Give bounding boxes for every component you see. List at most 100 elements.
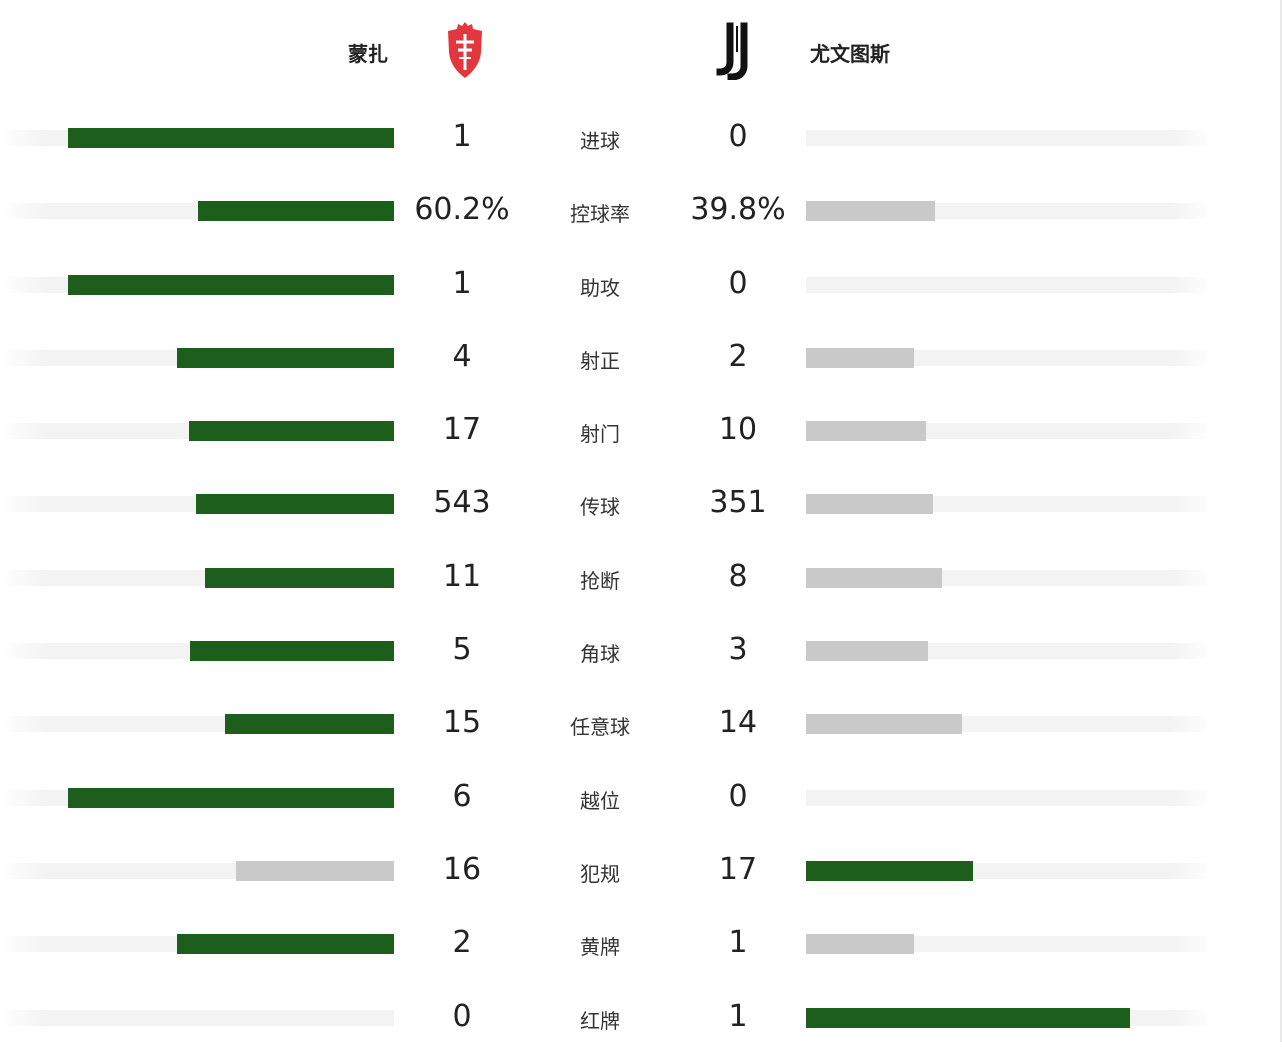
home-stat-value: 15 xyxy=(442,705,482,741)
stat-label: 抢断 xyxy=(580,568,620,593)
stat-label: 角球 xyxy=(580,642,620,667)
home-stat-bar xyxy=(225,714,394,735)
monza-crest-icon xyxy=(448,22,482,78)
home-stat-bar xyxy=(198,201,394,222)
home-stat-value: 4 xyxy=(452,338,472,374)
stat-row: 16 犯规 17 xyxy=(0,834,1282,907)
stat-row: 2 黄牌 1 xyxy=(0,907,1282,980)
stat-row: 0 红牌 1 xyxy=(0,981,1282,1054)
away-stat-value: 10 xyxy=(718,412,758,448)
away-team-name: 尤文图斯 xyxy=(810,42,890,66)
home-stat-bar xyxy=(177,347,394,368)
home-stat-bar xyxy=(236,860,394,881)
home-bar-track xyxy=(0,274,394,295)
away-stat-value: 3 xyxy=(728,632,748,668)
stats-list: 1 进球 0 60.2% 控球率 39.8% 1 助攻 0 4 射正 2 17 射门 10 543 传球 351 1… xyxy=(0,101,1282,1054)
away-bar-track xyxy=(806,347,1212,368)
stat-row: 11 抢断 8 xyxy=(0,541,1282,614)
stat-label: 传球 xyxy=(580,495,620,520)
away-stat-value: 8 xyxy=(728,558,748,594)
stat-label: 越位 xyxy=(580,788,620,813)
away-stat-value: 17 xyxy=(718,851,758,887)
stat-label: 红牌 xyxy=(580,1008,620,1033)
away-bar-track xyxy=(806,1007,1212,1028)
home-bar-track xyxy=(0,421,394,442)
home-stat-bar xyxy=(196,494,394,515)
home-stat-value: 0 xyxy=(452,998,472,1034)
home-stat-bar xyxy=(205,567,394,588)
home-stat-bar xyxy=(68,128,394,148)
away-stat-bar xyxy=(806,201,935,222)
away-bar-track xyxy=(806,789,1212,806)
away-stat-value: 0 xyxy=(728,778,748,814)
away-bar-track xyxy=(806,276,1212,293)
stat-row: 543 传球 351 xyxy=(0,467,1282,540)
away-bar-track xyxy=(806,641,1212,662)
stat-row: 6 越位 0 xyxy=(0,761,1282,834)
home-stat-value: 5 xyxy=(452,632,472,668)
home-bar-track xyxy=(0,494,394,515)
home-stat-value: 2 xyxy=(452,925,472,961)
home-stat-bar xyxy=(189,421,394,442)
home-bar-track xyxy=(0,1009,394,1026)
home-stat-bar xyxy=(68,274,394,295)
stat-label: 进球 xyxy=(580,129,620,153)
away-stat-bar xyxy=(806,567,942,588)
away-stat-bar xyxy=(806,860,973,881)
stat-label: 犯规 xyxy=(580,861,620,886)
away-stat-bar xyxy=(806,934,914,955)
right-border xyxy=(1280,0,1282,1042)
home-stat-value: 16 xyxy=(442,851,482,887)
away-stat-value: 351 xyxy=(709,485,767,521)
home-bar-track xyxy=(0,787,394,808)
stat-row: 5 角球 3 xyxy=(0,614,1282,687)
away-bar-track xyxy=(806,201,1212,222)
home-stat-value: 6 xyxy=(452,778,472,814)
home-stat-value: 1 xyxy=(452,119,472,154)
stat-label: 任意球 xyxy=(570,715,630,740)
home-bar-track xyxy=(0,934,394,955)
away-stat-bar xyxy=(806,1007,1130,1028)
away-bar-track xyxy=(806,421,1212,442)
stat-row: 1 进球 0 xyxy=(0,101,1282,174)
home-bar-track xyxy=(0,641,394,662)
home-stat-value: 543 xyxy=(433,485,491,521)
home-stat-value: 17 xyxy=(442,412,482,448)
away-bar-track xyxy=(806,494,1212,515)
home-stat-bar xyxy=(190,641,394,662)
away-stat-bar xyxy=(806,347,914,368)
away-stat-value: 14 xyxy=(718,705,758,741)
away-stat-bar xyxy=(806,421,926,442)
home-stat-value: 60.2% xyxy=(414,192,510,228)
away-stat-bar xyxy=(806,494,933,515)
stat-row: 4 射正 2 xyxy=(0,321,1282,394)
stat-row: 17 射门 10 xyxy=(0,394,1282,467)
home-bar-track xyxy=(0,860,394,881)
home-stat-value: 11 xyxy=(442,558,482,594)
away-bar-track xyxy=(806,130,1212,146)
stat-row: 60.2% 控球率 39.8% xyxy=(0,174,1282,247)
away-stat-value: 1 xyxy=(728,925,748,961)
home-bar-track xyxy=(0,201,394,222)
home-stat-bar xyxy=(68,787,394,808)
stat-row: 1 助攻 0 xyxy=(0,248,1282,321)
away-stat-value: 0 xyxy=(728,119,748,154)
stat-label: 助攻 xyxy=(580,275,620,300)
away-stat-value: 1 xyxy=(728,998,748,1034)
home-team-name: 蒙扎 xyxy=(348,42,388,66)
home-stat-bar xyxy=(177,934,394,955)
home-bar-track xyxy=(0,347,394,368)
away-bar-track xyxy=(806,934,1212,955)
stat-label: 黄牌 xyxy=(580,935,620,960)
stat-label: 射正 xyxy=(580,348,620,373)
away-stat-bar xyxy=(806,714,962,735)
away-stat-value: 39.8% xyxy=(690,192,786,228)
away-stat-value: 2 xyxy=(728,338,748,374)
home-bar-track xyxy=(0,567,394,588)
home-bar-track xyxy=(0,128,394,148)
juventus-logo-icon xyxy=(716,22,748,80)
home-stat-value: 1 xyxy=(452,265,472,301)
away-bar-track xyxy=(806,714,1212,735)
stat-label: 控球率 xyxy=(570,202,630,227)
away-bar-track xyxy=(806,860,1212,881)
